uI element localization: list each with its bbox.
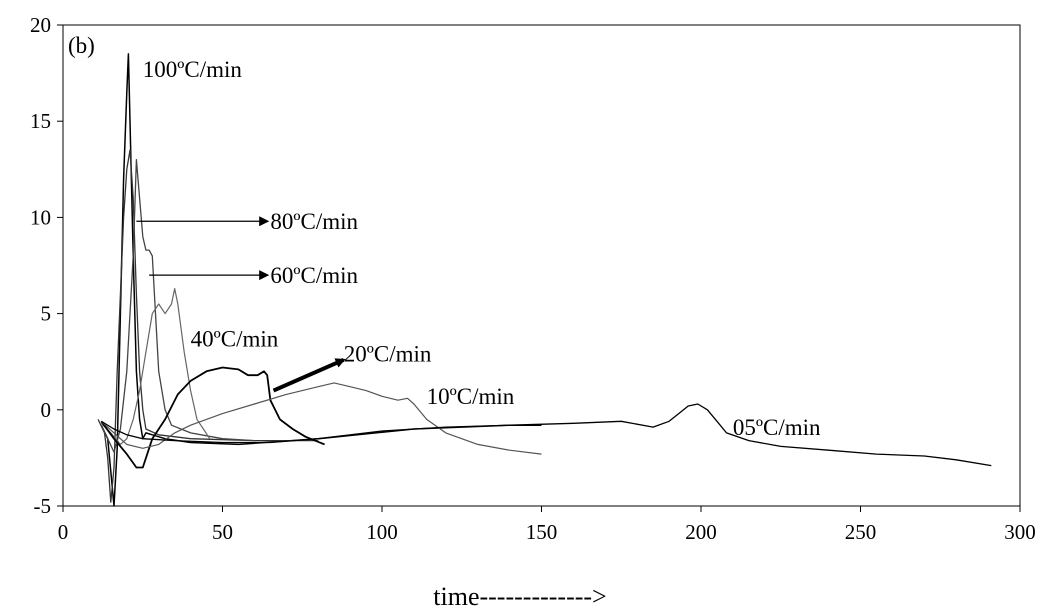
y-tick-label: 20: [30, 13, 51, 37]
x-axis-title: time------------->: [433, 582, 606, 611]
panel-label: (b): [68, 33, 95, 58]
y-tick-label: 0: [41, 398, 52, 422]
y-tick-label: -5: [34, 494, 52, 518]
annotation-arrows: [136, 216, 346, 393]
series-line-5: [100, 382, 542, 455]
series-label: 40ºC/min: [191, 326, 279, 351]
series-line-1: [97, 149, 319, 503]
series-label: 80ºC/min: [270, 209, 358, 234]
series-label: 10ºC/min: [427, 384, 515, 409]
series-label: 05ºC/min: [733, 415, 821, 440]
annotation-arrow: [272, 357, 346, 393]
y-tick-label: 10: [30, 205, 51, 229]
series-line-4: [100, 366, 325, 469]
x-tick-label: 150: [526, 520, 558, 544]
series-line-3: [100, 288, 211, 445]
series-label: 20ºC/min: [344, 342, 432, 367]
x-tick-label: 100: [366, 520, 398, 544]
x-axis: 0 50 100 150 200 250 300: [58, 506, 1036, 544]
series-lines: [97, 53, 992, 507]
x-tick-label: 200: [685, 520, 717, 544]
series-labels: 100ºC/min 80ºC/min 60ºC/min 40ºC/min 20ºC/mi…: [143, 57, 821, 440]
series-label: 60ºC/min: [270, 263, 358, 288]
series-label: 100ºC/min: [143, 57, 243, 82]
x-tick-label: 300: [1004, 520, 1036, 544]
x-tick-label: 250: [845, 520, 877, 544]
series-line-2: [100, 159, 255, 453]
series-line-6: [100, 403, 992, 467]
y-tick-label: 15: [30, 109, 51, 133]
y-axis: -5 0 5 10 15 20: [30, 13, 63, 518]
x-tick-label: 0: [58, 520, 69, 544]
x-tick-label: 50: [212, 520, 233, 544]
y-tick-label: 5: [41, 302, 52, 326]
